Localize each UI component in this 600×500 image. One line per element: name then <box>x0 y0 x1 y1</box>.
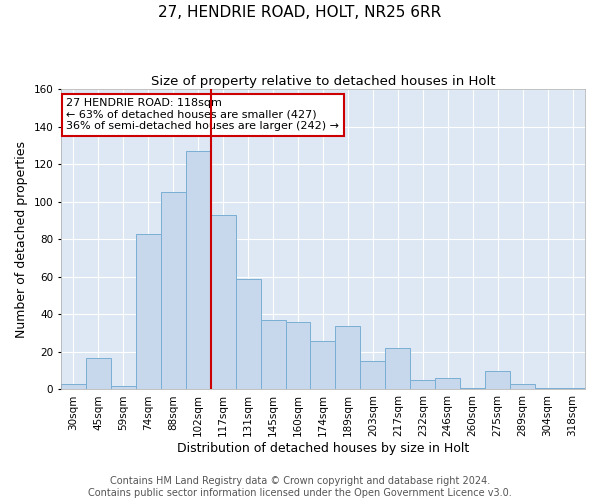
Bar <box>86 358 111 390</box>
Bar <box>161 192 186 390</box>
Bar <box>385 348 410 390</box>
Bar <box>186 151 211 390</box>
Bar <box>510 384 535 390</box>
Text: 27 HENDRIE ROAD: 118sqm
← 63% of detached houses are smaller (427)
36% of semi-d: 27 HENDRIE ROAD: 118sqm ← 63% of detache… <box>66 98 339 132</box>
Bar <box>335 326 361 390</box>
Bar <box>535 388 560 390</box>
Bar <box>310 340 335 390</box>
Bar <box>460 388 485 390</box>
Bar <box>361 362 385 390</box>
Title: Size of property relative to detached houses in Holt: Size of property relative to detached ho… <box>151 75 495 88</box>
Bar <box>211 215 236 390</box>
Bar <box>485 370 510 390</box>
Bar <box>286 322 310 390</box>
Bar <box>260 320 286 390</box>
Bar <box>136 234 161 390</box>
X-axis label: Distribution of detached houses by size in Holt: Distribution of detached houses by size … <box>177 442 469 455</box>
Bar <box>61 384 86 390</box>
Text: Contains HM Land Registry data © Crown copyright and database right 2024.
Contai: Contains HM Land Registry data © Crown c… <box>88 476 512 498</box>
Bar <box>410 380 435 390</box>
Bar <box>560 388 585 390</box>
Bar <box>236 278 260 390</box>
Bar <box>435 378 460 390</box>
Bar <box>111 386 136 390</box>
Text: 27, HENDRIE ROAD, HOLT, NR25 6RR: 27, HENDRIE ROAD, HOLT, NR25 6RR <box>158 5 442 20</box>
Y-axis label: Number of detached properties: Number of detached properties <box>15 141 28 338</box>
